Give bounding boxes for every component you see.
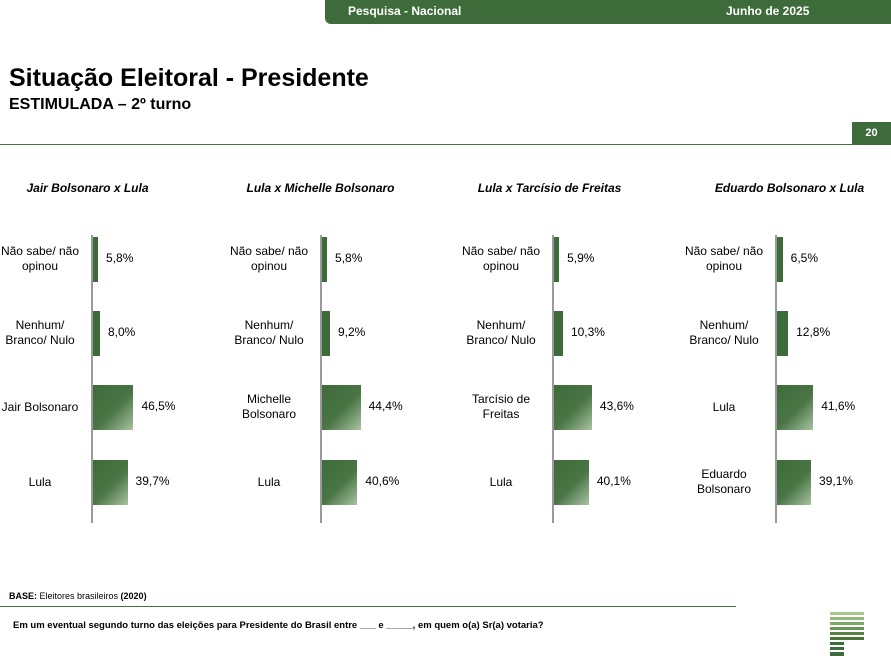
value-label: 40,6% <box>365 474 400 488</box>
page-subtitle: ESTIMULADA – 2º turno <box>9 96 192 113</box>
category-label: Nenhum/ Branco/ Nulo <box>5 318 75 347</box>
bar <box>554 237 560 282</box>
category-label: Lula <box>257 474 281 489</box>
header-bar: Pesquisa - Nacional Junho de 2025 <box>325 0 891 24</box>
bar <box>322 311 330 356</box>
base-text: Eleitores brasileiros <box>37 591 121 601</box>
bar <box>554 460 589 505</box>
chart-panel-3: Lula x Tarcísio de Freitas Não sabe/ não … <box>457 178 667 533</box>
brand-logo-icon <box>830 612 864 656</box>
chart-axis <box>775 235 777 523</box>
category-label: Michelle Bolsonaro <box>241 392 297 421</box>
bar <box>93 237 99 282</box>
value-label: 12,8% <box>796 325 831 339</box>
value-label: 10,3% <box>570 325 605 339</box>
chart-title: Eduardo Bolsonaro x Lula <box>714 181 865 195</box>
chart-axis <box>320 235 322 523</box>
chart-panel-4: Eduardo Bolsonaro x Lula Não sabe/ não op… <box>682 178 891 533</box>
header-divider <box>0 144 852 145</box>
category-label: Não sabe/ não opinou <box>0 244 80 273</box>
category-label: Não sabe/ não opinou <box>229 244 309 273</box>
chart-axis <box>91 235 93 523</box>
value-label: 40,1% <box>596 474 631 488</box>
footer-divider <box>0 606 736 607</box>
page-title: Situação Eleitoral - Presidente <box>9 64 369 92</box>
chart-title: Lula x Michelle Bolsonaro <box>246 181 395 195</box>
category-label: Jair Bolsonaro <box>1 399 79 414</box>
survey-question: Em um eventual segundo turno das eleiçõe… <box>13 620 544 631</box>
category-label: Eduardo Bolsonaro <box>696 467 752 496</box>
chart-panel-2: Lula x Michelle Bolsonaro Não sabe/ não o… <box>228 178 438 533</box>
chart-axis <box>552 235 554 523</box>
base-label: BASE: <box>9 591 38 601</box>
category-label: Não sabe/ não opinou <box>461 244 541 273</box>
category-label: Lula <box>712 399 736 414</box>
value-label: 44,4% <box>368 399 403 413</box>
category-label: Não sabe/ não opinou <box>684 244 764 273</box>
bar <box>777 460 812 505</box>
value-label: 8,0% <box>107 325 136 339</box>
category-label: Nenhum/ Branco/ Nulo <box>234 318 304 347</box>
value-label: 43,6% <box>599 399 634 413</box>
chart-title: Lula x Tarcísio de Freitas <box>477 181 622 195</box>
bar <box>93 460 128 505</box>
value-label: 5,9% <box>567 251 595 265</box>
value-label: 41,6% <box>821 399 856 413</box>
bar <box>777 385 814 430</box>
value-label: 6,5% <box>790 251 818 265</box>
bar <box>777 311 789 356</box>
chart-panel-1: Jair Bolsonaro x Lula Não sabe/ não opino… <box>0 178 200 533</box>
bar <box>322 237 328 282</box>
base-note: BASE: Eleitores brasileiros (2020) <box>9 591 147 601</box>
bar <box>322 385 361 430</box>
value-label: 5,8% <box>106 251 134 265</box>
value-label: 46,5% <box>141 399 176 413</box>
bar <box>777 237 783 282</box>
bar <box>554 311 563 356</box>
header-survey-label: Pesquisa - Nacional <box>348 4 462 18</box>
bar <box>93 311 100 356</box>
value-label: 5,8% <box>335 251 363 265</box>
page-number: 20 <box>852 122 891 145</box>
chart-title: Jair Bolsonaro x Lula <box>26 181 149 195</box>
value-label: 39,7% <box>135 474 170 488</box>
bar <box>322 460 358 505</box>
category-label: Nenhum/ Branco/ Nulo <box>689 318 759 347</box>
base-count: (2020) <box>120 591 147 601</box>
category-label: Lula <box>489 474 513 489</box>
header-date: Junho de 2025 <box>726 4 810 18</box>
category-label: Lula <box>28 474 52 489</box>
bar <box>93 385 134 430</box>
value-label: 9,2% <box>338 325 366 339</box>
category-label: Nenhum/ Branco/ Nulo <box>466 318 536 347</box>
category-label: Tarcísio de Freitas <box>471 392 531 421</box>
bar <box>554 385 592 430</box>
value-label: 39,1% <box>819 474 854 488</box>
